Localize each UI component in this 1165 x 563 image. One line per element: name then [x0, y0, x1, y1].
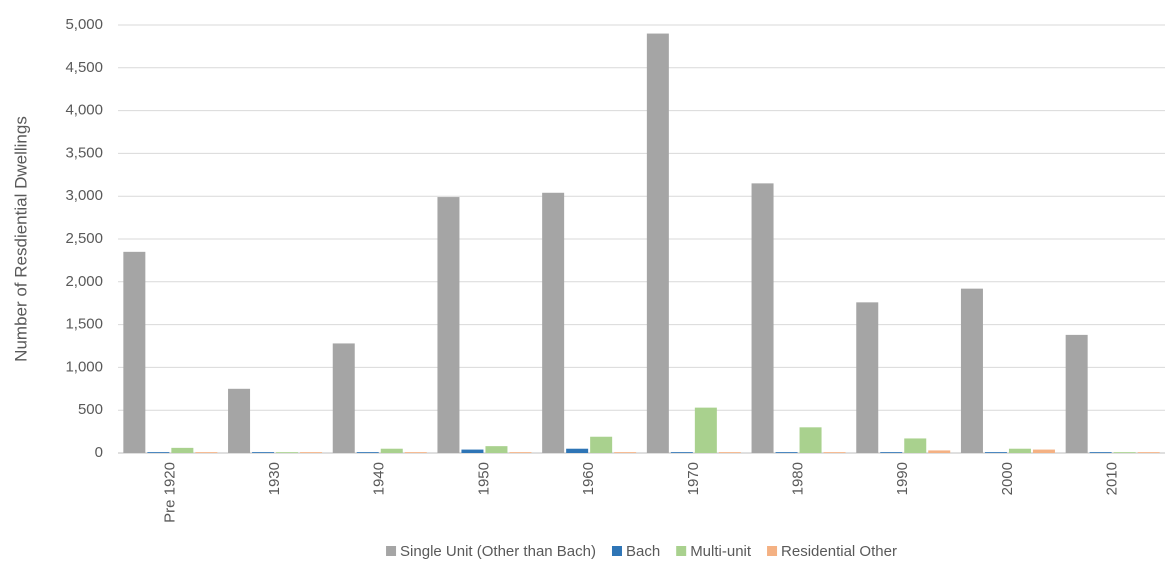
- y-tick-label: 500: [78, 401, 103, 418]
- bar: [332, 343, 355, 453]
- y-tick-label: 4,500: [65, 59, 103, 76]
- x-tick-label: 2000: [999, 462, 1016, 495]
- legend-label: Multi-unit: [690, 543, 752, 560]
- legend-label: Bach: [626, 543, 660, 560]
- bar: [880, 452, 903, 453]
- bar: [823, 452, 846, 453]
- bar: [1065, 334, 1088, 453]
- y-tick-label: 5,000: [65, 16, 103, 33]
- bar: [646, 33, 669, 454]
- bar: [984, 452, 1007, 453]
- bar: [123, 251, 146, 453]
- bar: [542, 192, 565, 453]
- y-tick-label: 1,500: [65, 316, 103, 333]
- legend-swatch: [676, 546, 687, 556]
- bar: [928, 450, 951, 453]
- bar: [356, 452, 379, 453]
- bar: [670, 452, 693, 453]
- bar: [694, 407, 717, 453]
- y-tick-label: 3,000: [65, 187, 103, 204]
- bar: [509, 452, 532, 453]
- bar: [856, 302, 879, 453]
- x-tick-label: 2010: [1104, 462, 1121, 495]
- bar: [147, 452, 170, 453]
- x-tick-label: 1940: [371, 462, 388, 495]
- legend-swatch: [611, 546, 622, 556]
- y-tick-label: 4,000: [65, 102, 103, 119]
- x-tick-label: 1970: [685, 462, 702, 495]
- y-tick-label: 1,000: [65, 358, 103, 375]
- y-tick-label: 2,000: [65, 273, 103, 290]
- bar: [1137, 452, 1160, 453]
- bar: [195, 452, 218, 453]
- bar: [1113, 452, 1136, 453]
- y-tick-label: 0: [95, 444, 103, 461]
- x-tick-label: 1990: [894, 462, 911, 495]
- bar: [718, 452, 741, 453]
- legend-label: Single Unit (Other than Bach): [400, 543, 596, 560]
- legend-label: Residential Other: [781, 543, 897, 560]
- bar: [171, 447, 194, 453]
- bar: [276, 452, 299, 453]
- x-tick-label: 1950: [475, 462, 492, 495]
- bar: [751, 183, 774, 454]
- bar: [1089, 452, 1112, 453]
- bar: [437, 197, 460, 453]
- bar: [904, 438, 927, 453]
- bar: [775, 452, 798, 453]
- bar: [300, 452, 323, 453]
- bar: [590, 436, 613, 453]
- bar: [485, 446, 508, 453]
- x-tick-label: 1960: [580, 462, 597, 495]
- bar: [228, 388, 251, 453]
- bar: [404, 452, 427, 453]
- legend-swatch: [386, 546, 397, 556]
- bar: [799, 427, 822, 453]
- bar: [380, 448, 403, 453]
- y-tick-label: 2,500: [65, 230, 103, 247]
- bar: [1032, 449, 1055, 453]
- x-tick-label: Pre 1920: [161, 462, 178, 523]
- bar: [960, 288, 983, 453]
- bar: [461, 449, 484, 453]
- y-tick-label: 3,500: [65, 144, 103, 161]
- y-axis-title: Number of Resdiential Dwellings: [11, 116, 30, 362]
- bar: [1008, 448, 1031, 453]
- bar: [252, 452, 275, 453]
- bar: [614, 452, 637, 453]
- x-tick-label: 1980: [790, 462, 807, 495]
- legend-swatch: [767, 546, 778, 556]
- x-tick-label: 1930: [266, 462, 283, 495]
- bar: [566, 448, 589, 453]
